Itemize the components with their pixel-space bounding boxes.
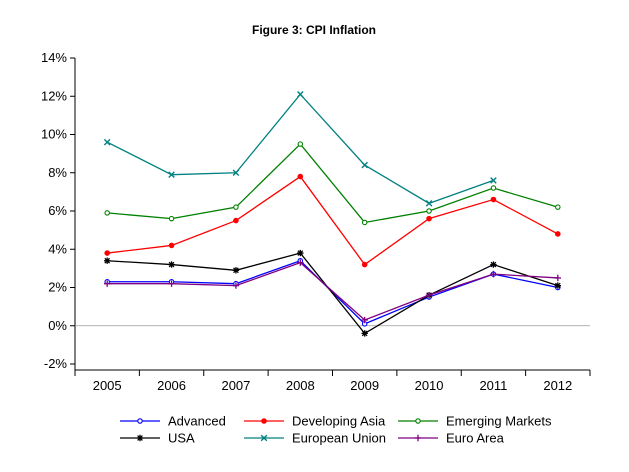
data-point — [554, 274, 562, 282]
series-line — [107, 175, 559, 266]
data-point — [555, 204, 561, 210]
legend-item: USA — [120, 431, 195, 446]
data-point — [426, 215, 432, 222]
data-point — [554, 282, 562, 289]
data-point — [425, 200, 433, 207]
series-euro-area — [103, 259, 562, 324]
x-tick-label: 2007 — [221, 378, 250, 393]
data-point — [297, 141, 304, 147]
x-tick-label: 2011 — [479, 378, 507, 393]
legend-label: USA — [168, 431, 195, 446]
series-emerging-markets — [104, 141, 561, 226]
data-point — [425, 291, 433, 299]
data-point — [297, 249, 304, 257]
y-tick-label: 4% — [48, 241, 67, 256]
legend-item: Advanced — [120, 414, 226, 429]
data-point — [168, 242, 175, 249]
data-point — [415, 418, 421, 424]
x-tick-label: 2010 — [415, 378, 444, 393]
data-point — [361, 330, 368, 337]
data-point — [490, 196, 497, 203]
data-point — [555, 231, 561, 237]
y-tick-label: 0% — [48, 318, 67, 333]
data-point — [414, 434, 422, 442]
legend-label: Emerging Markets — [446, 414, 552, 429]
y-tick-label: 10% — [41, 127, 67, 142]
data-point — [168, 171, 175, 178]
x-tick-label: 2009 — [350, 378, 379, 393]
data-point — [361, 316, 368, 324]
data-point — [261, 418, 267, 424]
x-tick-label: 2008 — [286, 378, 315, 393]
y-tick-label: -2% — [44, 356, 68, 371]
data-point — [426, 208, 432, 214]
data-point — [297, 259, 304, 266]
data-point — [490, 261, 497, 268]
data-point — [168, 215, 175, 222]
data-point — [104, 210, 110, 216]
chart-title: Figure 3: CPI Inflation — [252, 23, 376, 37]
data-point — [168, 261, 175, 268]
data-point — [103, 280, 111, 287]
data-point — [361, 261, 368, 268]
legend-item: Euro Area — [398, 431, 505, 446]
data-point — [297, 91, 304, 98]
legend-item: Developing Asia — [244, 414, 386, 429]
data-point — [233, 217, 239, 224]
series-line — [106, 93, 494, 205]
data-point — [490, 185, 497, 191]
series-developing-asia — [104, 173, 561, 268]
series-european-union — [103, 91, 497, 207]
series-line — [107, 143, 558, 224]
y-tick-label: 8% — [48, 165, 67, 180]
series-line — [107, 261, 558, 321]
data-point — [233, 204, 239, 210]
y-tick-label: 14% — [41, 50, 67, 65]
legend-item: European Union — [244, 431, 386, 446]
data-point — [103, 138, 111, 146]
data-point — [260, 434, 268, 442]
y-tick-label: 6% — [48, 203, 67, 218]
data-point — [490, 177, 497, 184]
data-point — [104, 250, 110, 256]
data-point — [136, 434, 144, 442]
legend: Advanced Developing Asia Emerging Markets U… — [120, 414, 552, 446]
data-point — [137, 418, 143, 424]
legend-label: European Union — [292, 431, 386, 446]
data-point — [232, 282, 240, 289]
data-point — [103, 257, 111, 264]
series-usa — [103, 249, 562, 337]
legend-label: Developing Asia — [292, 414, 386, 429]
data-point — [232, 267, 240, 274]
x-tick-label: 2005 — [93, 378, 122, 393]
data-point — [361, 161, 368, 169]
data-point — [232, 169, 240, 177]
series-line — [107, 252, 559, 335]
data-point — [490, 270, 497, 278]
data-point — [168, 280, 175, 287]
legend-label: Euro Area — [446, 431, 505, 446]
data-point — [361, 219, 368, 226]
legend-label: Advanced — [168, 414, 226, 429]
legend-item: Emerging Markets — [398, 414, 552, 429]
y-tick-label: 12% — [41, 88, 67, 103]
data-point — [297, 173, 304, 180]
x-tick-label: 2012 — [543, 378, 572, 393]
x-tick-label: 2006 — [157, 378, 186, 393]
y-tick-label: 2% — [48, 280, 67, 295]
